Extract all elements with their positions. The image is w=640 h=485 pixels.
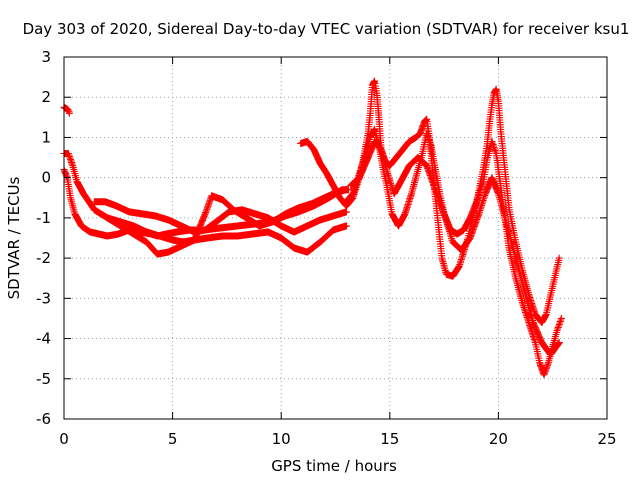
series-track-d <box>103 186 350 246</box>
x-tick-label: 10 <box>272 430 291 448</box>
axis-ticks: 0 5 10 15 20 25 -6 -5 -4 -3 -2 -1 0 1 2 3 <box>36 48 617 448</box>
x-tick-label: 20 <box>489 430 508 448</box>
plus-markers <box>347 138 563 359</box>
series-track-h <box>347 138 563 359</box>
x-tick-label: 15 <box>380 430 399 448</box>
y-axis-title: SDTVAR / TECUs <box>5 176 23 299</box>
y-tick-label: 1 <box>41 128 51 146</box>
plus-markers <box>342 125 565 379</box>
data-points <box>60 77 565 379</box>
y-tick-label: -6 <box>36 410 51 428</box>
x-tick-label: 25 <box>597 430 616 448</box>
x-tick-label: 5 <box>168 430 178 448</box>
x-tick-label: 0 <box>59 430 69 448</box>
y-tick-label: -2 <box>36 249 51 267</box>
chart-title: Day 303 of 2020, Sidereal Day-to-day VTE… <box>23 20 630 38</box>
plus-markers <box>103 186 350 246</box>
plus-markers <box>60 103 73 117</box>
y-tick-label: -1 <box>36 209 51 227</box>
y-tick-label: -3 <box>36 289 51 307</box>
y-tick-label: -5 <box>36 370 51 388</box>
y-tick-label: 3 <box>41 48 51 66</box>
y-tick-label: 0 <box>41 169 51 187</box>
y-tick-label: -4 <box>36 330 51 348</box>
plot-frame <box>63 56 608 420</box>
x-axis-title: GPS time / hours <box>271 457 397 475</box>
series-track-g <box>342 125 565 379</box>
y-tick-label: 2 <box>41 88 51 106</box>
series-track-e <box>60 103 73 117</box>
